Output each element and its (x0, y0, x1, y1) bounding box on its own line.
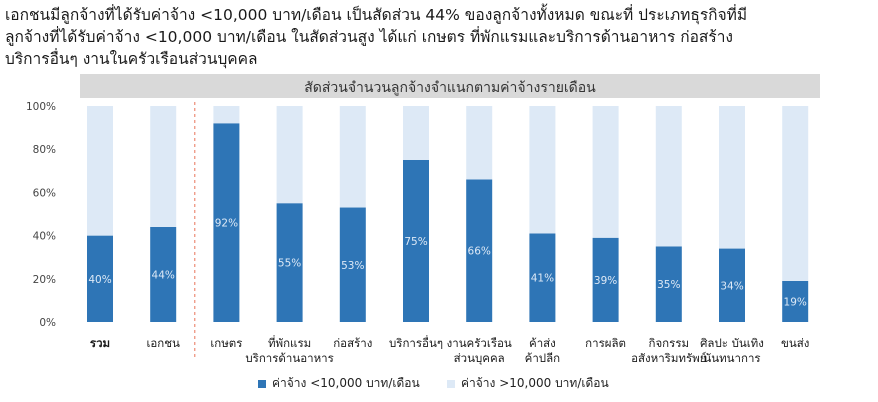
bar-high-wage (150, 106, 177, 227)
bar-value-label: 40% (88, 274, 111, 286)
bar-value-label: 19% (784, 296, 807, 308)
bar-value-label: 39% (594, 275, 617, 287)
bar-value-label: 53% (341, 260, 364, 272)
y-tick-label: 40% (33, 231, 56, 243)
bar-high-wage (213, 106, 240, 124)
chart-title: สัดส่วนจำนวนลูกจ้างจำแนกตามค่าจ้างรายเดื… (304, 80, 596, 96)
bar-low-wage (529, 233, 556, 322)
headline-line-3: บริการอื่นๆ งานในครัวเรือนส่วนบุคคล (5, 50, 258, 68)
bar-low-wage (592, 237, 619, 322)
legend-label-high-wage: ค่าจ้าง >10,000 บาท/เดือน (461, 376, 609, 390)
y-tick-label: 0% (39, 317, 56, 329)
chart-title-band: สัดส่วนจำนวนลูกจ้างจำแนกตามค่าจ้างรายเดื… (80, 74, 820, 98)
category-label: ขนส่ง (781, 336, 809, 350)
y-tick-label: 80% (33, 144, 56, 156)
bar-high-wage (339, 106, 366, 208)
bar-low-wage (87, 235, 113, 322)
bar-value-label: 44% (152, 269, 175, 281)
headline: เอกชนมีลูกจ้างที่ได้รับค่าจ้าง <10,000 บ… (5, 4, 865, 70)
headline-line-1: เอกชนมีลูกจ้างที่ได้รับค่าจ้าง <10,000 บ… (5, 6, 748, 24)
category-label: กิจกรรมอสังหาริมทรัพย์ (631, 336, 706, 365)
bar-value-label: 35% (657, 279, 680, 291)
bar-high-wage (782, 106, 809, 281)
bar-value-label: 41% (531, 273, 554, 285)
bar-low-wage (213, 123, 240, 322)
bar-high-wage (87, 106, 113, 236)
bar-high-wage (529, 106, 556, 234)
bar-high-wage (655, 106, 682, 247)
legend-swatch-low-wage (258, 379, 266, 388)
legend-label-low-wage: ค่าจ้าง <10,000 บาท/เดือน (272, 376, 420, 390)
y-tick-label: 20% (33, 274, 56, 286)
bar-value-label: 75% (404, 236, 427, 248)
category-label: เอกชน (146, 336, 180, 350)
category-label: บริการอื่นๆ (389, 335, 443, 350)
bar-low-wage (339, 207, 366, 322)
bar-low-wage (150, 226, 177, 322)
y-tick-label: 100% (26, 101, 56, 113)
bar-high-wage (403, 106, 429, 160)
bar-high-wage (276, 106, 303, 204)
category-label: ที่พักแรมบริการด้านอาหาร (245, 335, 333, 365)
bar-value-label: 92% (215, 218, 238, 230)
bar-high-wage (466, 106, 493, 180)
category-label: งานครัวเรือนส่วนบุคคล (447, 336, 512, 365)
category-label: เกษตร (210, 336, 242, 350)
bar-low-wage (466, 179, 493, 322)
bar-value-label: 66% (468, 246, 491, 258)
legend-item-high-wage: ค่าจ้าง >10,000 บาท/เดือน (447, 374, 609, 393)
bar-low-wage (782, 280, 809, 322)
category-label: ศิลปะ บันเทิงนันทนาการ (700, 336, 764, 365)
bar-high-wage (592, 106, 619, 238)
bar-value-label: 34% (720, 280, 743, 292)
y-tick-label: 60% (33, 187, 56, 199)
category-label: การผลิต (585, 336, 626, 350)
bar-value-label: 55% (278, 258, 301, 270)
headline-line-2: ลูกจ้างที่ได้รับค่าจ้าง <10,000 บาท/เดือ… (5, 28, 733, 46)
category-label: ก่อสร้าง (333, 336, 372, 350)
legend-item-low-wage: ค่าจ้าง <10,000 บาท/เดือน (258, 374, 420, 393)
category-label: รวม (90, 336, 110, 350)
category-label: ค้าส่งค้าปลีก (525, 336, 560, 365)
bar-low-wage (403, 160, 429, 322)
bar-low-wage (276, 203, 303, 322)
bar-low-wage (655, 246, 682, 322)
bar-low-wage (719, 248, 745, 322)
legend-swatch-high-wage (447, 379, 455, 388)
bar-high-wage (719, 106, 745, 249)
